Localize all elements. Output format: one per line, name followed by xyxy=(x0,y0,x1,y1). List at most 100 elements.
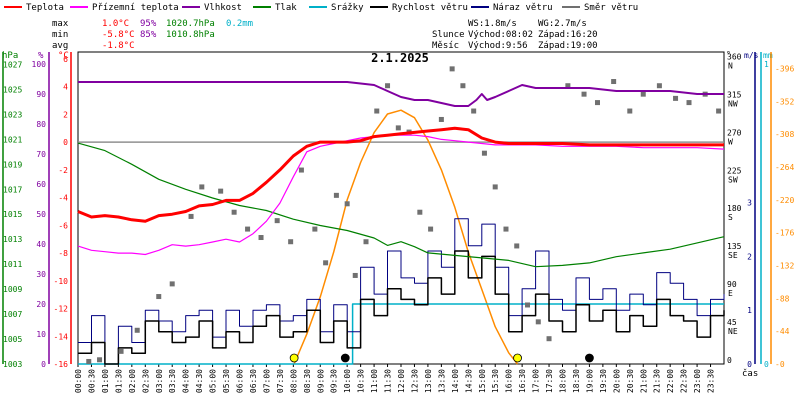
hpa-tick: 1013 xyxy=(3,235,22,244)
wind-direction-point xyxy=(611,79,617,85)
series-tlak xyxy=(77,142,725,268)
hpa-tick: 1021 xyxy=(3,135,22,144)
direction-tick: 135 xyxy=(727,242,742,251)
wind-direction-point xyxy=(594,100,600,106)
wind-direction-point xyxy=(673,95,679,101)
wind-direction-point xyxy=(288,239,294,245)
wind-direction-point xyxy=(385,83,391,89)
temperature-unit: °C xyxy=(58,51,69,61)
direction-tick: 45 xyxy=(727,318,737,327)
time-axis-label: čas xyxy=(742,368,758,379)
wind-direction-point xyxy=(481,150,487,156)
moon-rise: Východ:9:56 xyxy=(468,41,528,51)
hpa-tick: 1015 xyxy=(3,210,22,219)
direction-unit: ° xyxy=(726,50,731,59)
direction-tick: 360 xyxy=(727,52,742,61)
series-vlhkost xyxy=(78,81,724,107)
wind-direction-point xyxy=(514,243,520,249)
humidity-tick: 0 xyxy=(41,360,46,369)
stats-min-temp: -5.8°C xyxy=(102,30,135,40)
wind-direction-point xyxy=(428,226,434,232)
plot-frame xyxy=(77,51,725,365)
stats-min-label: min xyxy=(52,30,68,40)
direction-sub-tick: NE xyxy=(728,327,738,336)
time-tick: 03:00 xyxy=(155,369,164,393)
hpa-tick: 1003 xyxy=(3,360,22,369)
humidity-tick: 60 xyxy=(36,180,46,189)
time-tick: 16:00 xyxy=(505,369,514,393)
direction-sub-tick: E xyxy=(728,289,733,298)
series-prizemni-teplota xyxy=(77,134,725,256)
sunrise-marker xyxy=(289,353,299,363)
stats-min-hum: 85% xyxy=(140,30,157,40)
humidity-tick: 100 xyxy=(32,60,47,69)
time-tick: 15:00 xyxy=(478,369,487,393)
wind-direction-point xyxy=(312,226,318,232)
time-tick: 12:30 xyxy=(410,369,419,393)
direction-sub-tick: N xyxy=(728,61,733,70)
rain-unit: mm xyxy=(763,51,773,60)
temperature-tick: 4 xyxy=(63,83,68,92)
series-slunce xyxy=(293,109,519,365)
hpa-tick: 1009 xyxy=(3,285,22,294)
moon-set: Západ:19:00 xyxy=(538,41,598,51)
time-tick: 15:30 xyxy=(491,369,500,393)
sun-label: Slunce xyxy=(432,30,465,40)
direction-sub-tick: SW xyxy=(728,175,738,184)
sun-markers xyxy=(289,353,594,363)
series-srazky xyxy=(78,303,724,365)
temperature-tick: 0 xyxy=(63,138,68,147)
sun-axis-tick: -352 xyxy=(775,97,794,106)
series-line xyxy=(78,303,724,365)
time-tick: 19:30 xyxy=(599,369,608,393)
wind-tick: 2 xyxy=(747,252,752,261)
hpa-tick: 1019 xyxy=(3,160,22,169)
humidity-tick: 50 xyxy=(36,210,46,219)
legend-label: Směr větru xyxy=(584,3,638,13)
sun-rise: Východ:08:02 xyxy=(468,30,533,40)
time-tick: 11:00 xyxy=(370,369,379,393)
series-line xyxy=(77,142,725,268)
wind-direction-point xyxy=(438,116,444,122)
time-tick: 02:30 xyxy=(141,369,150,393)
time-tick: 14:00 xyxy=(451,369,460,393)
time-tick: 13:30 xyxy=(437,369,446,393)
hpa-tick: 1025 xyxy=(3,85,22,94)
time-tick: 19:00 xyxy=(585,369,594,393)
time-tick: 03:30 xyxy=(168,369,177,393)
moon-label: Měsíc xyxy=(432,41,459,51)
direction-tick: 0 xyxy=(727,356,732,365)
temperature-tick: -14 xyxy=(54,332,69,341)
stats-max-label: max xyxy=(52,19,69,29)
wind-direction-point xyxy=(323,260,329,266)
axes: 1003100510071009101110131015101710191021… xyxy=(2,52,794,393)
time-tick: 04:30 xyxy=(195,369,204,393)
legend-label: Rychlost větru xyxy=(392,3,468,13)
sun-set: Západ:16:20 xyxy=(538,30,598,40)
hpa-tick: 1007 xyxy=(3,310,22,319)
wind-direction-point xyxy=(298,167,304,173)
stats-avg-label: avg xyxy=(52,41,68,51)
series-rychlost-vetru xyxy=(78,250,725,365)
time-tick: 17:00 xyxy=(532,369,541,393)
wind-direction-point xyxy=(656,83,662,89)
temperature-tick: -10 xyxy=(54,277,69,286)
sun-axis-tick: -176 xyxy=(775,229,794,238)
humidity-tick: 20 xyxy=(36,300,46,309)
wind-tick: 3 xyxy=(747,199,752,208)
time-tick: 07:00 xyxy=(262,369,271,393)
time-tick: 18:00 xyxy=(559,369,568,393)
time-tick: 09:30 xyxy=(330,369,339,393)
time-tick: 05:00 xyxy=(209,369,218,393)
time-tick: 02:00 xyxy=(128,369,137,393)
direction-sub-tick: W xyxy=(728,137,733,146)
wind-direction-point xyxy=(492,184,498,190)
wind-tick: 0 xyxy=(747,360,752,369)
stats-min-press: 1010.8hPa xyxy=(166,30,215,40)
wind-direction-point xyxy=(471,108,477,114)
time-tick: 08:00 xyxy=(289,369,298,393)
sunset-marker xyxy=(513,353,522,363)
legend-label: Tlak xyxy=(275,3,297,13)
